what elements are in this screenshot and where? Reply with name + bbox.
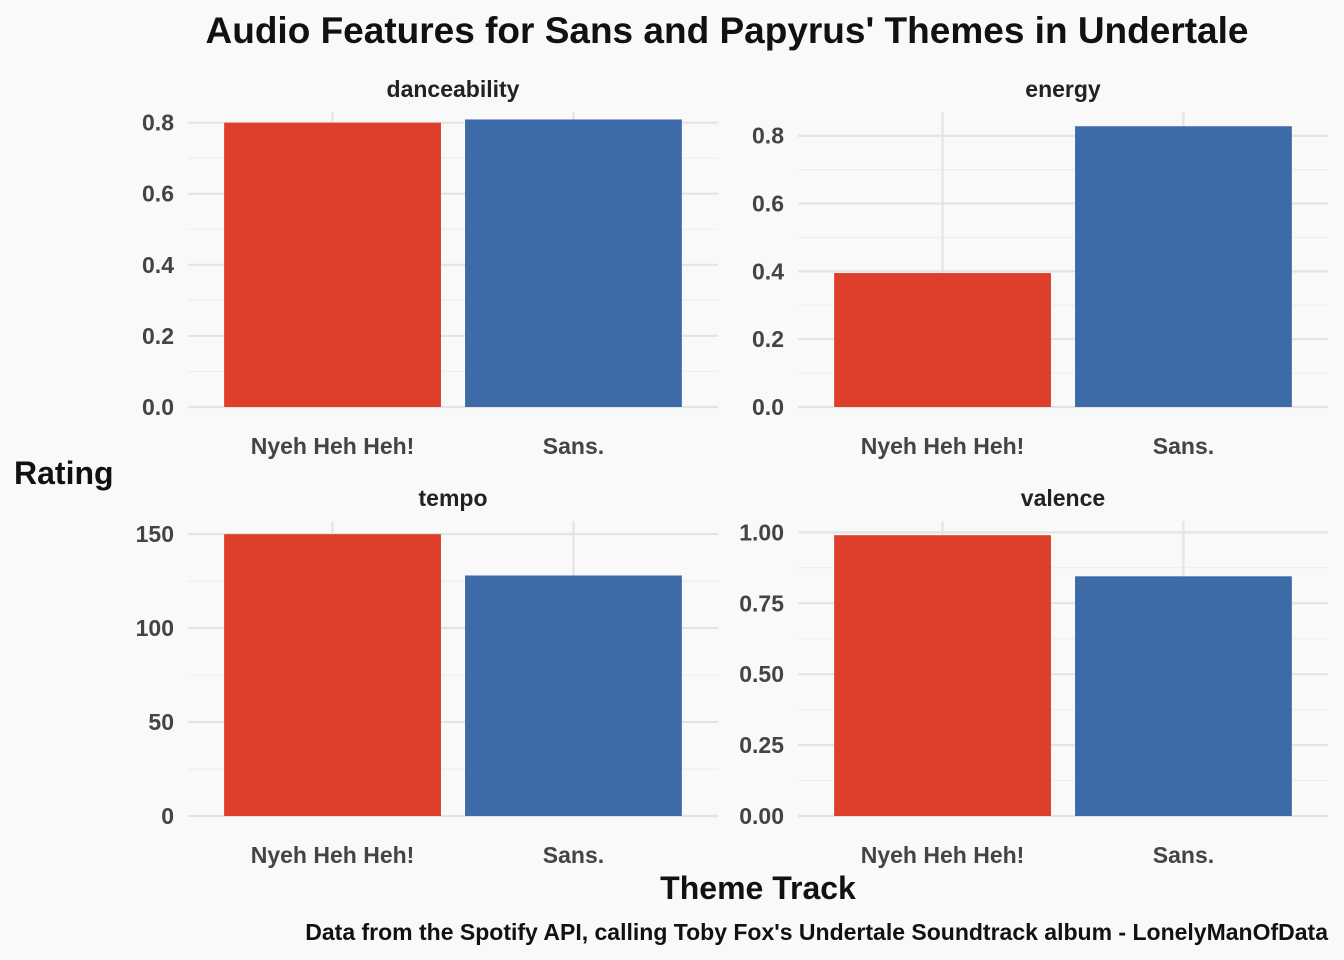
y-axis-title: Rating xyxy=(14,455,114,491)
facet-strip-label: tempo xyxy=(419,485,488,511)
y-tick-label: 0.8 xyxy=(142,110,174,136)
y-tick-label: 0.8 xyxy=(752,123,784,149)
bar-danceability-sans xyxy=(465,119,682,407)
facet-strip-label: danceability xyxy=(387,76,520,102)
x-tick-label: Nyeh Heh Heh! xyxy=(861,842,1025,868)
y-tick-label: 0.6 xyxy=(142,181,174,207)
y-tick-label: 100 xyxy=(136,615,174,641)
bar-tempo-sans xyxy=(465,575,682,816)
facet-energy: 0.0 0.2 0.4 0.6 0.8 Nyeh Heh Heh! Sans. energy xyxy=(752,76,1328,459)
bar-tempo-nyeh-heh-heh xyxy=(224,534,441,816)
chart-title: Audio Features for Sans and Papyrus' The… xyxy=(206,10,1249,51)
x-tick-label: Sans. xyxy=(543,433,604,459)
y-tick-label: 0 xyxy=(161,803,174,829)
bar-energy-nyeh-heh-heh xyxy=(834,273,1051,407)
x-tick-label: Sans. xyxy=(1153,842,1214,868)
y-tick-label: 0.00 xyxy=(739,803,784,829)
x-axis-title: Theme Track xyxy=(660,870,856,906)
y-tick-label: 0.2 xyxy=(752,326,784,352)
chart-caption: Data from the Spotify API, calling Toby … xyxy=(305,919,1328,945)
facet-danceability: 0.0 0.2 0.4 0.6 0.8 Nyeh Heh Heh! Sans. danceab… xyxy=(142,76,718,459)
y-tick-label: 1.00 xyxy=(739,519,784,545)
y-tick-label: 0.6 xyxy=(752,191,784,217)
y-tick-label: 150 xyxy=(136,521,174,547)
bar-valence-sans xyxy=(1075,576,1292,816)
bar-energy-sans xyxy=(1075,126,1292,407)
y-tick-label: 0.4 xyxy=(142,252,174,278)
y-tick-label: 50 xyxy=(148,709,174,735)
bar-danceability-nyeh-heh-heh xyxy=(224,122,441,407)
x-tick-label: Nyeh Heh Heh! xyxy=(251,842,415,868)
y-tick-label: 0.0 xyxy=(142,394,174,420)
x-tick-label: Sans. xyxy=(543,842,604,868)
facet-strip-label: energy xyxy=(1025,76,1101,102)
y-tick-label: 0.25 xyxy=(739,732,784,758)
facet-valence: 0.00 0.25 0.50 0.75 1.00 Nyeh Heh Heh! Sans. va… xyxy=(739,485,1328,868)
bar-valence-nyeh-heh-heh xyxy=(834,535,1051,816)
y-tick-label: 0.2 xyxy=(142,323,174,349)
facet-strip-label: valence xyxy=(1021,485,1105,511)
y-tick-label: 0.4 xyxy=(752,258,784,284)
x-tick-label: Nyeh Heh Heh! xyxy=(251,433,415,459)
facet-panels: 0.0 0.2 0.4 0.6 0.8 Nyeh Heh Heh! Sans. danceab… xyxy=(136,76,1328,868)
y-tick-label: 0.0 xyxy=(752,394,784,420)
x-tick-label: Nyeh Heh Heh! xyxy=(861,433,1025,459)
y-tick-label: 0.50 xyxy=(739,661,784,687)
y-tick-label: 0.75 xyxy=(739,590,784,616)
facet-tempo: 0 50 100 150 Nyeh Heh Heh! Sans. tempo xyxy=(136,485,718,868)
x-tick-label: Sans. xyxy=(1153,433,1214,459)
